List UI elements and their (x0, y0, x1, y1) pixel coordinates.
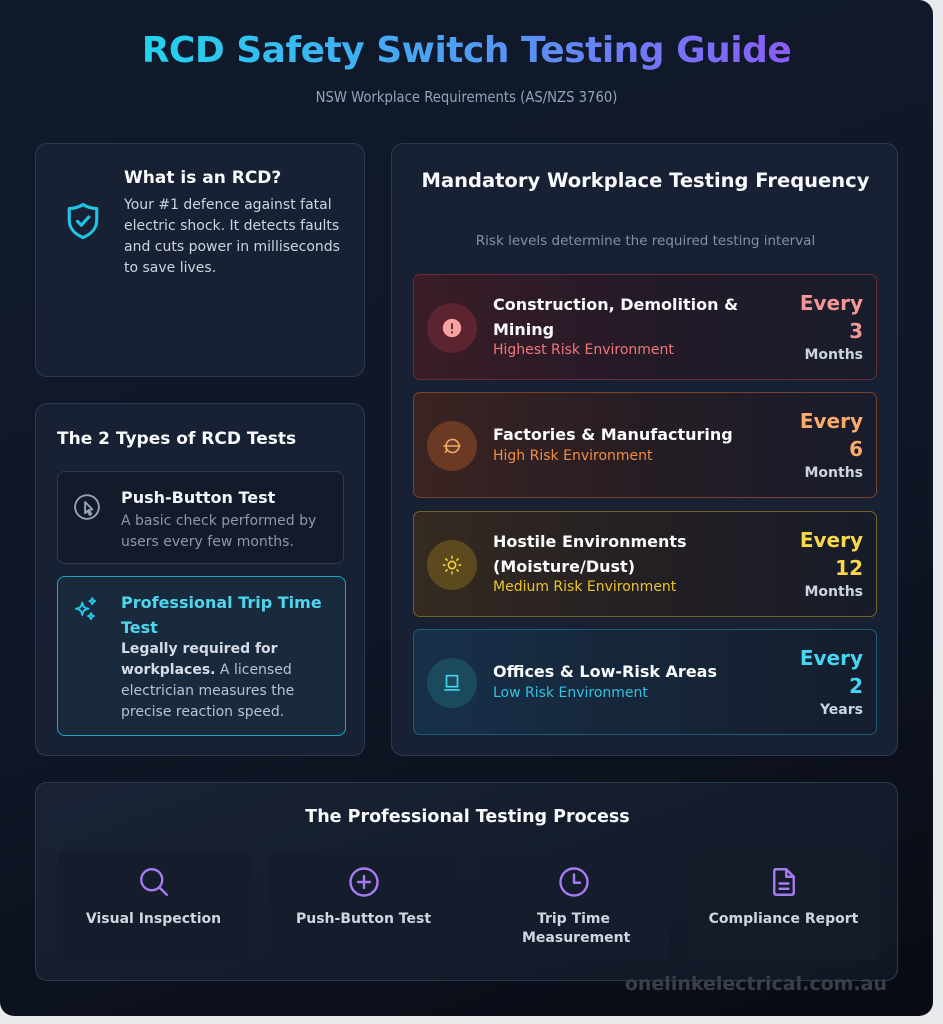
process-steps: Visual Inspection Push-Button Test Trip … (57, 850, 880, 961)
frequency-title: Mandatory Workplace Testing Frequency (421, 169, 870, 192)
trip-time-test-desc-bold: Legally required for workplaces. (121, 641, 278, 678)
clock-icon (559, 867, 589, 897)
risk-icon-badge (427, 303, 477, 353)
risk-title: Offices & Low-Risk Areas (493, 662, 717, 681)
push-button-test-box: Push-Button Test A basic check performed… (57, 471, 344, 564)
interval-every: Every (799, 646, 863, 670)
process-title: The Professional Testing Process (305, 807, 630, 827)
trip-time-test-desc-rest: A licensed electrician measures the prec… (121, 662, 295, 720)
risk-level: Low Risk Environment (493, 685, 648, 701)
risk-level: High Risk Environment (493, 448, 653, 464)
document-icon (773, 868, 795, 896)
interval-value: 6 (849, 437, 863, 461)
sparkles-icon (75, 597, 97, 621)
risk-row-construction: Construction, Demolition & Mining Highes… (413, 274, 877, 380)
risk-title: Factories & Manufacturing (493, 425, 733, 444)
process-step-label: Compliance Report (708, 911, 859, 927)
what-is-rcd-card: What is an RCD? Your #1 defence against … (35, 143, 365, 377)
interval-every: Every (799, 409, 863, 433)
trip-time-test-desc: Legally required for workplaces. A licen… (121, 639, 341, 723)
risk-title: Hostile Environments (Moisture/Dust) (493, 532, 687, 576)
frequency-subtitle: Risk levels determine the required testi… (475, 233, 816, 249)
process-step-label: Trip Time Measurement (522, 911, 631, 946)
risk-level: Highest Risk Environment (493, 342, 674, 358)
risk-interval: Every 6 (800, 407, 863, 463)
test-types-card: The 2 Types of RCD Tests Push-Button Tes… (35, 403, 365, 756)
alert-circle-icon (442, 318, 462, 338)
search-icon (140, 868, 168, 896)
interval-every: Every (799, 291, 863, 315)
process-step-trip-time: Trip Time Measurement (477, 850, 670, 961)
risk-icon-badge (427, 540, 477, 590)
process-step-push-button: Push-Button Test (267, 850, 460, 961)
testing-process-card: The Professional Testing Process Visual … (35, 782, 898, 981)
website-watermark: onelinkelectrical.com.au (624, 973, 887, 995)
interval-unit: Months (804, 584, 863, 600)
process-step-label: Push-Button Test (295, 911, 432, 927)
sun-icon (442, 555, 462, 575)
risk-interval: Every 3 (800, 289, 863, 345)
risk-row-offices: Offices & Low-Risk Areas Low Risk Enviro… (413, 629, 877, 735)
interval-unit: Months (804, 347, 863, 363)
risk-row-hostile: Hostile Environments (Moisture/Dust) Med… (413, 511, 877, 617)
risk-interval: Every 2 (800, 644, 863, 700)
page-title: RCD Safety Switch Testing Guide (141, 30, 792, 71)
process-step-label: Visual Inspection (85, 911, 222, 927)
laptop-icon (444, 674, 460, 691)
plus-circle-icon (349, 867, 379, 897)
risk-level: Medium Risk Environment (493, 579, 677, 595)
interval-unit: Months (804, 465, 863, 481)
rcd-card-title: What is an RCD? (124, 168, 282, 188)
testing-frequency-card: Mandatory Workplace Testing Frequency Ri… (391, 143, 898, 756)
risk-icon-badge (427, 658, 477, 708)
process-step-compliance-report: Compliance Report (687, 850, 880, 961)
trip-time-test-box: Professional Trip Time Test Legally requ… (57, 576, 346, 736)
push-button-test-desc: A basic check performed by users every f… (121, 513, 317, 550)
push-button-test-title: Push-Button Test (121, 488, 276, 507)
interval-value: 12 (835, 556, 863, 580)
rcd-card-text: Your #1 defence against fatal electric s… (124, 197, 340, 276)
risk-title: Construction, Demolition & Mining (493, 295, 739, 339)
risk-row-factories: Factories & Manufacturing High Risk Envi… (413, 392, 877, 498)
interval-value: 3 (849, 319, 863, 343)
interval-every: Every (799, 528, 863, 552)
shield-check-icon (67, 202, 99, 240)
test-types-title: The 2 Types of RCD Tests (57, 429, 297, 449)
interval-unit: Years (819, 702, 863, 718)
factory-gear-icon (443, 438, 461, 454)
risk-interval: Every 12 (800, 526, 863, 582)
process-step-visual-inspection: Visual Inspection (57, 850, 250, 961)
trip-time-test-title: Professional Trip Time Test (121, 593, 322, 637)
cursor-click-icon (74, 494, 100, 520)
interval-value: 2 (849, 674, 863, 698)
page-subtitle: NSW Workplace Requirements (AS/NZS 3760) (315, 88, 618, 106)
risk-icon-badge (427, 421, 477, 471)
